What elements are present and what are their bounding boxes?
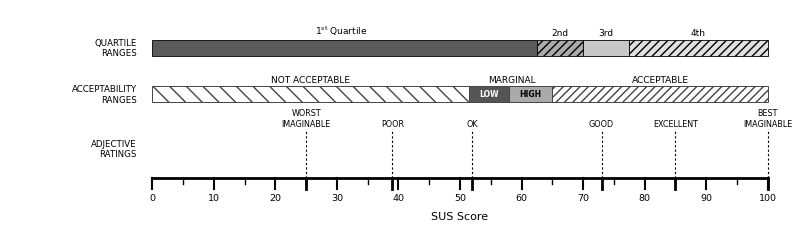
Text: 20: 20 (270, 193, 282, 202)
Text: 4th: 4th (691, 29, 706, 38)
Text: QUARTILE
RANGES: QUARTILE RANGES (94, 39, 137, 58)
Text: 50: 50 (454, 193, 466, 202)
Text: 80: 80 (638, 193, 650, 202)
Bar (470, 87, 510, 102)
Text: 70: 70 (577, 193, 589, 202)
Text: POOR: POOR (381, 119, 404, 128)
Text: ACCEPTABLE: ACCEPTABLE (631, 75, 689, 84)
Text: MARGINAL: MARGINAL (489, 75, 536, 84)
Text: 100: 100 (758, 193, 777, 202)
Text: 0: 0 (150, 193, 155, 202)
Bar (537, 41, 583, 56)
Text: 2nd: 2nd (551, 29, 569, 38)
Bar (552, 87, 768, 102)
Text: 40: 40 (393, 193, 405, 202)
Text: ADJECTIVE
RATINGS: ADJECTIVE RATINGS (91, 139, 137, 158)
Bar (510, 87, 552, 102)
Text: HIGH: HIGH (520, 90, 542, 99)
Bar (152, 87, 470, 102)
Bar (583, 41, 630, 56)
Text: OK: OK (466, 119, 478, 128)
Bar (630, 41, 768, 56)
Text: EXCELLENT: EXCELLENT (653, 119, 698, 128)
Text: 60: 60 (515, 193, 527, 202)
Text: ACCEPTABILITY
RANGES: ACCEPTABILITY RANGES (72, 85, 137, 104)
Text: BEST
IMAGINABLE: BEST IMAGINABLE (743, 109, 792, 128)
Text: 3rd: 3rd (598, 29, 614, 38)
Text: 30: 30 (331, 193, 343, 202)
Text: LOW: LOW (479, 90, 499, 99)
Text: WORST
IMAGINABLE: WORST IMAGINABLE (282, 109, 330, 128)
Text: NOT ACCEPTABLE: NOT ACCEPTABLE (271, 75, 350, 84)
Text: 90: 90 (700, 193, 712, 202)
Text: 1$^{\mathsf{st}}$ Quartile: 1$^{\mathsf{st}}$ Quartile (315, 25, 368, 38)
Text: 10: 10 (208, 193, 220, 202)
Text: SUS Score: SUS Score (431, 212, 489, 221)
Text: GOOD: GOOD (589, 119, 614, 128)
Bar (152, 41, 537, 56)
